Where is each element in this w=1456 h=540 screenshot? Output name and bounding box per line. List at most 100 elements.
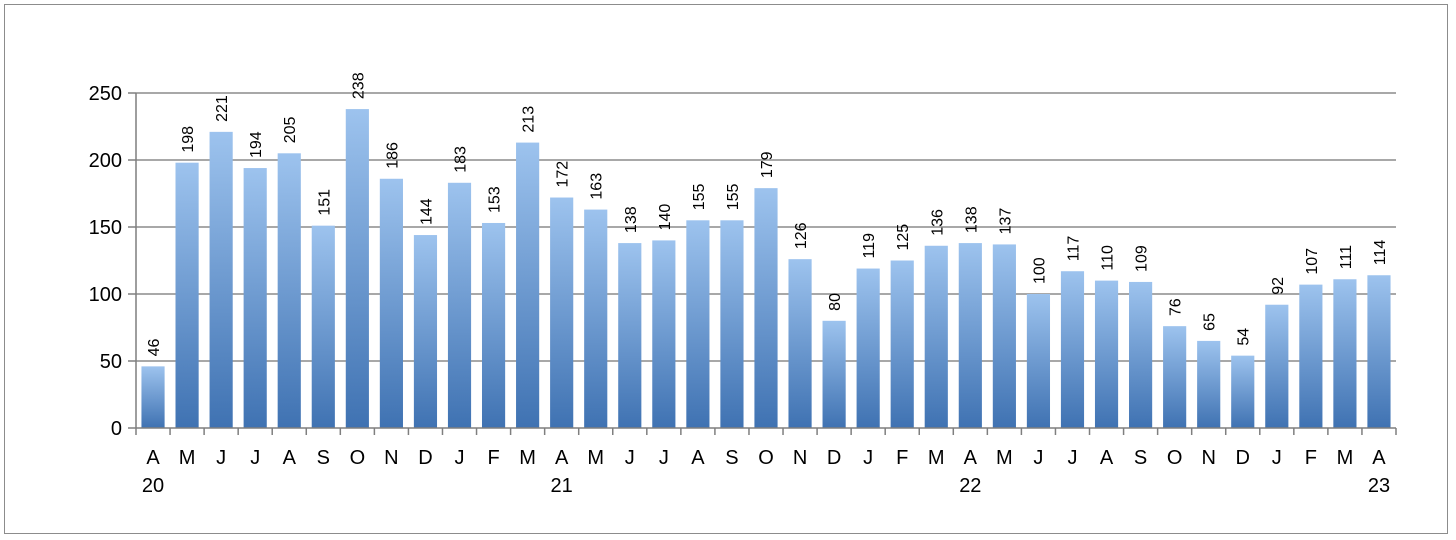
bar bbox=[1197, 340, 1221, 428]
data-label: 126 bbox=[793, 222, 810, 249]
data-label: 205 bbox=[282, 117, 299, 144]
data-label: 119 bbox=[861, 233, 878, 259]
x-tick-label: J bbox=[863, 447, 873, 469]
bars bbox=[141, 109, 1391, 429]
bar bbox=[550, 197, 574, 428]
x-tick-label: S bbox=[1134, 447, 1147, 469]
data-label: 179 bbox=[759, 151, 776, 178]
data-label: 163 bbox=[589, 173, 606, 200]
data-label: 100 bbox=[1031, 257, 1048, 284]
bar bbox=[924, 245, 948, 428]
data-label: 136 bbox=[929, 209, 946, 236]
data-label: 183 bbox=[453, 146, 470, 173]
bar bbox=[720, 220, 744, 428]
x-tick-label: A bbox=[1100, 447, 1114, 469]
bar bbox=[856, 268, 880, 428]
data-label: 194 bbox=[248, 131, 265, 158]
bar bbox=[992, 244, 1016, 428]
x-tick-label: J bbox=[455, 447, 465, 469]
data-label: 138 bbox=[623, 206, 640, 233]
bar bbox=[890, 260, 914, 428]
bar bbox=[141, 366, 165, 428]
data-label: 172 bbox=[555, 161, 572, 188]
x-tick-label: O bbox=[758, 447, 774, 469]
bar bbox=[1367, 275, 1391, 428]
x-tick-label: J bbox=[625, 447, 635, 469]
x-tick-label: M bbox=[587, 447, 604, 469]
x-tick-label: O bbox=[350, 447, 366, 469]
bar bbox=[1163, 326, 1187, 428]
x-tick-label: M bbox=[1337, 447, 1354, 469]
bar bbox=[958, 243, 982, 428]
data-label: 107 bbox=[1304, 248, 1321, 275]
x-tick-label: J bbox=[659, 447, 669, 469]
x-tick-label: S bbox=[725, 447, 738, 469]
bar bbox=[1026, 294, 1051, 428]
data-label: 125 bbox=[895, 224, 912, 251]
bar bbox=[413, 235, 438, 428]
data-label: 238 bbox=[350, 72, 367, 99]
axes bbox=[135, 93, 1396, 429]
data-label: 198 bbox=[180, 126, 197, 153]
year-label: 20 bbox=[142, 475, 164, 497]
data-label: 140 bbox=[657, 204, 674, 231]
y-tick-label: 100 bbox=[89, 284, 122, 306]
x-tick-label: J bbox=[250, 447, 260, 469]
x-tick-label: N bbox=[793, 447, 807, 469]
data-label: 186 bbox=[384, 142, 401, 169]
bar bbox=[516, 142, 540, 428]
bar bbox=[822, 320, 846, 428]
x-tick-label: F bbox=[487, 447, 499, 469]
data-label: 111 bbox=[1338, 245, 1355, 269]
x-tick-label: A bbox=[1372, 447, 1386, 469]
bar bbox=[1129, 281, 1153, 428]
bar bbox=[447, 182, 472, 428]
y-tick-label: 150 bbox=[89, 217, 122, 239]
y-tick-label: 0 bbox=[111, 418, 122, 440]
data-label: 117 bbox=[1065, 236, 1082, 262]
bar bbox=[1333, 279, 1357, 428]
data-label: 92 bbox=[1270, 277, 1287, 295]
x-tick-label: F bbox=[1305, 447, 1317, 469]
year-label: 21 bbox=[551, 475, 573, 497]
bar bbox=[1299, 284, 1323, 428]
x-tick-label: D bbox=[827, 447, 841, 469]
data-label: 137 bbox=[997, 208, 1014, 235]
bar bbox=[345, 109, 369, 428]
data-label: 213 bbox=[521, 106, 538, 133]
bar bbox=[1094, 280, 1119, 428]
x-tick-label: M bbox=[179, 447, 196, 469]
bar bbox=[311, 225, 335, 428]
x-tick-label: A bbox=[555, 447, 569, 469]
x-tick-label: J bbox=[216, 447, 226, 469]
bar bbox=[175, 162, 199, 428]
bar bbox=[209, 131, 233, 429]
data-label: 144 bbox=[418, 198, 435, 225]
x-tick-label: D bbox=[418, 447, 432, 469]
x-tick-label: N bbox=[1201, 447, 1215, 469]
year-label: 23 bbox=[1368, 475, 1390, 497]
x-tick-label: S bbox=[317, 447, 330, 469]
x-tick-label: J bbox=[1033, 447, 1043, 469]
data-labels: 46 198 221 194 205 151 238 186 144 183 153 213 172 16… bbox=[146, 72, 1389, 356]
data-label: 76 bbox=[1168, 298, 1185, 316]
x-tick-label: M bbox=[928, 447, 945, 469]
y-tick-label: 50 bbox=[100, 351, 122, 373]
bar bbox=[652, 240, 676, 428]
x-tick-label: A bbox=[146, 447, 160, 469]
data-label: 155 bbox=[691, 184, 708, 211]
data-label: 221 bbox=[214, 95, 231, 122]
data-label: 110 bbox=[1100, 245, 1117, 271]
bar bbox=[788, 259, 812, 428]
bar bbox=[1231, 355, 1255, 428]
data-label: 138 bbox=[963, 206, 980, 233]
bar bbox=[686, 220, 710, 428]
x-tick-label: A bbox=[691, 447, 705, 469]
x-tick-label: O bbox=[1167, 447, 1183, 469]
data-label: 109 bbox=[1134, 245, 1151, 272]
bar bbox=[754, 188, 778, 428]
year-label: 22 bbox=[959, 475, 981, 497]
bar bbox=[584, 209, 608, 428]
